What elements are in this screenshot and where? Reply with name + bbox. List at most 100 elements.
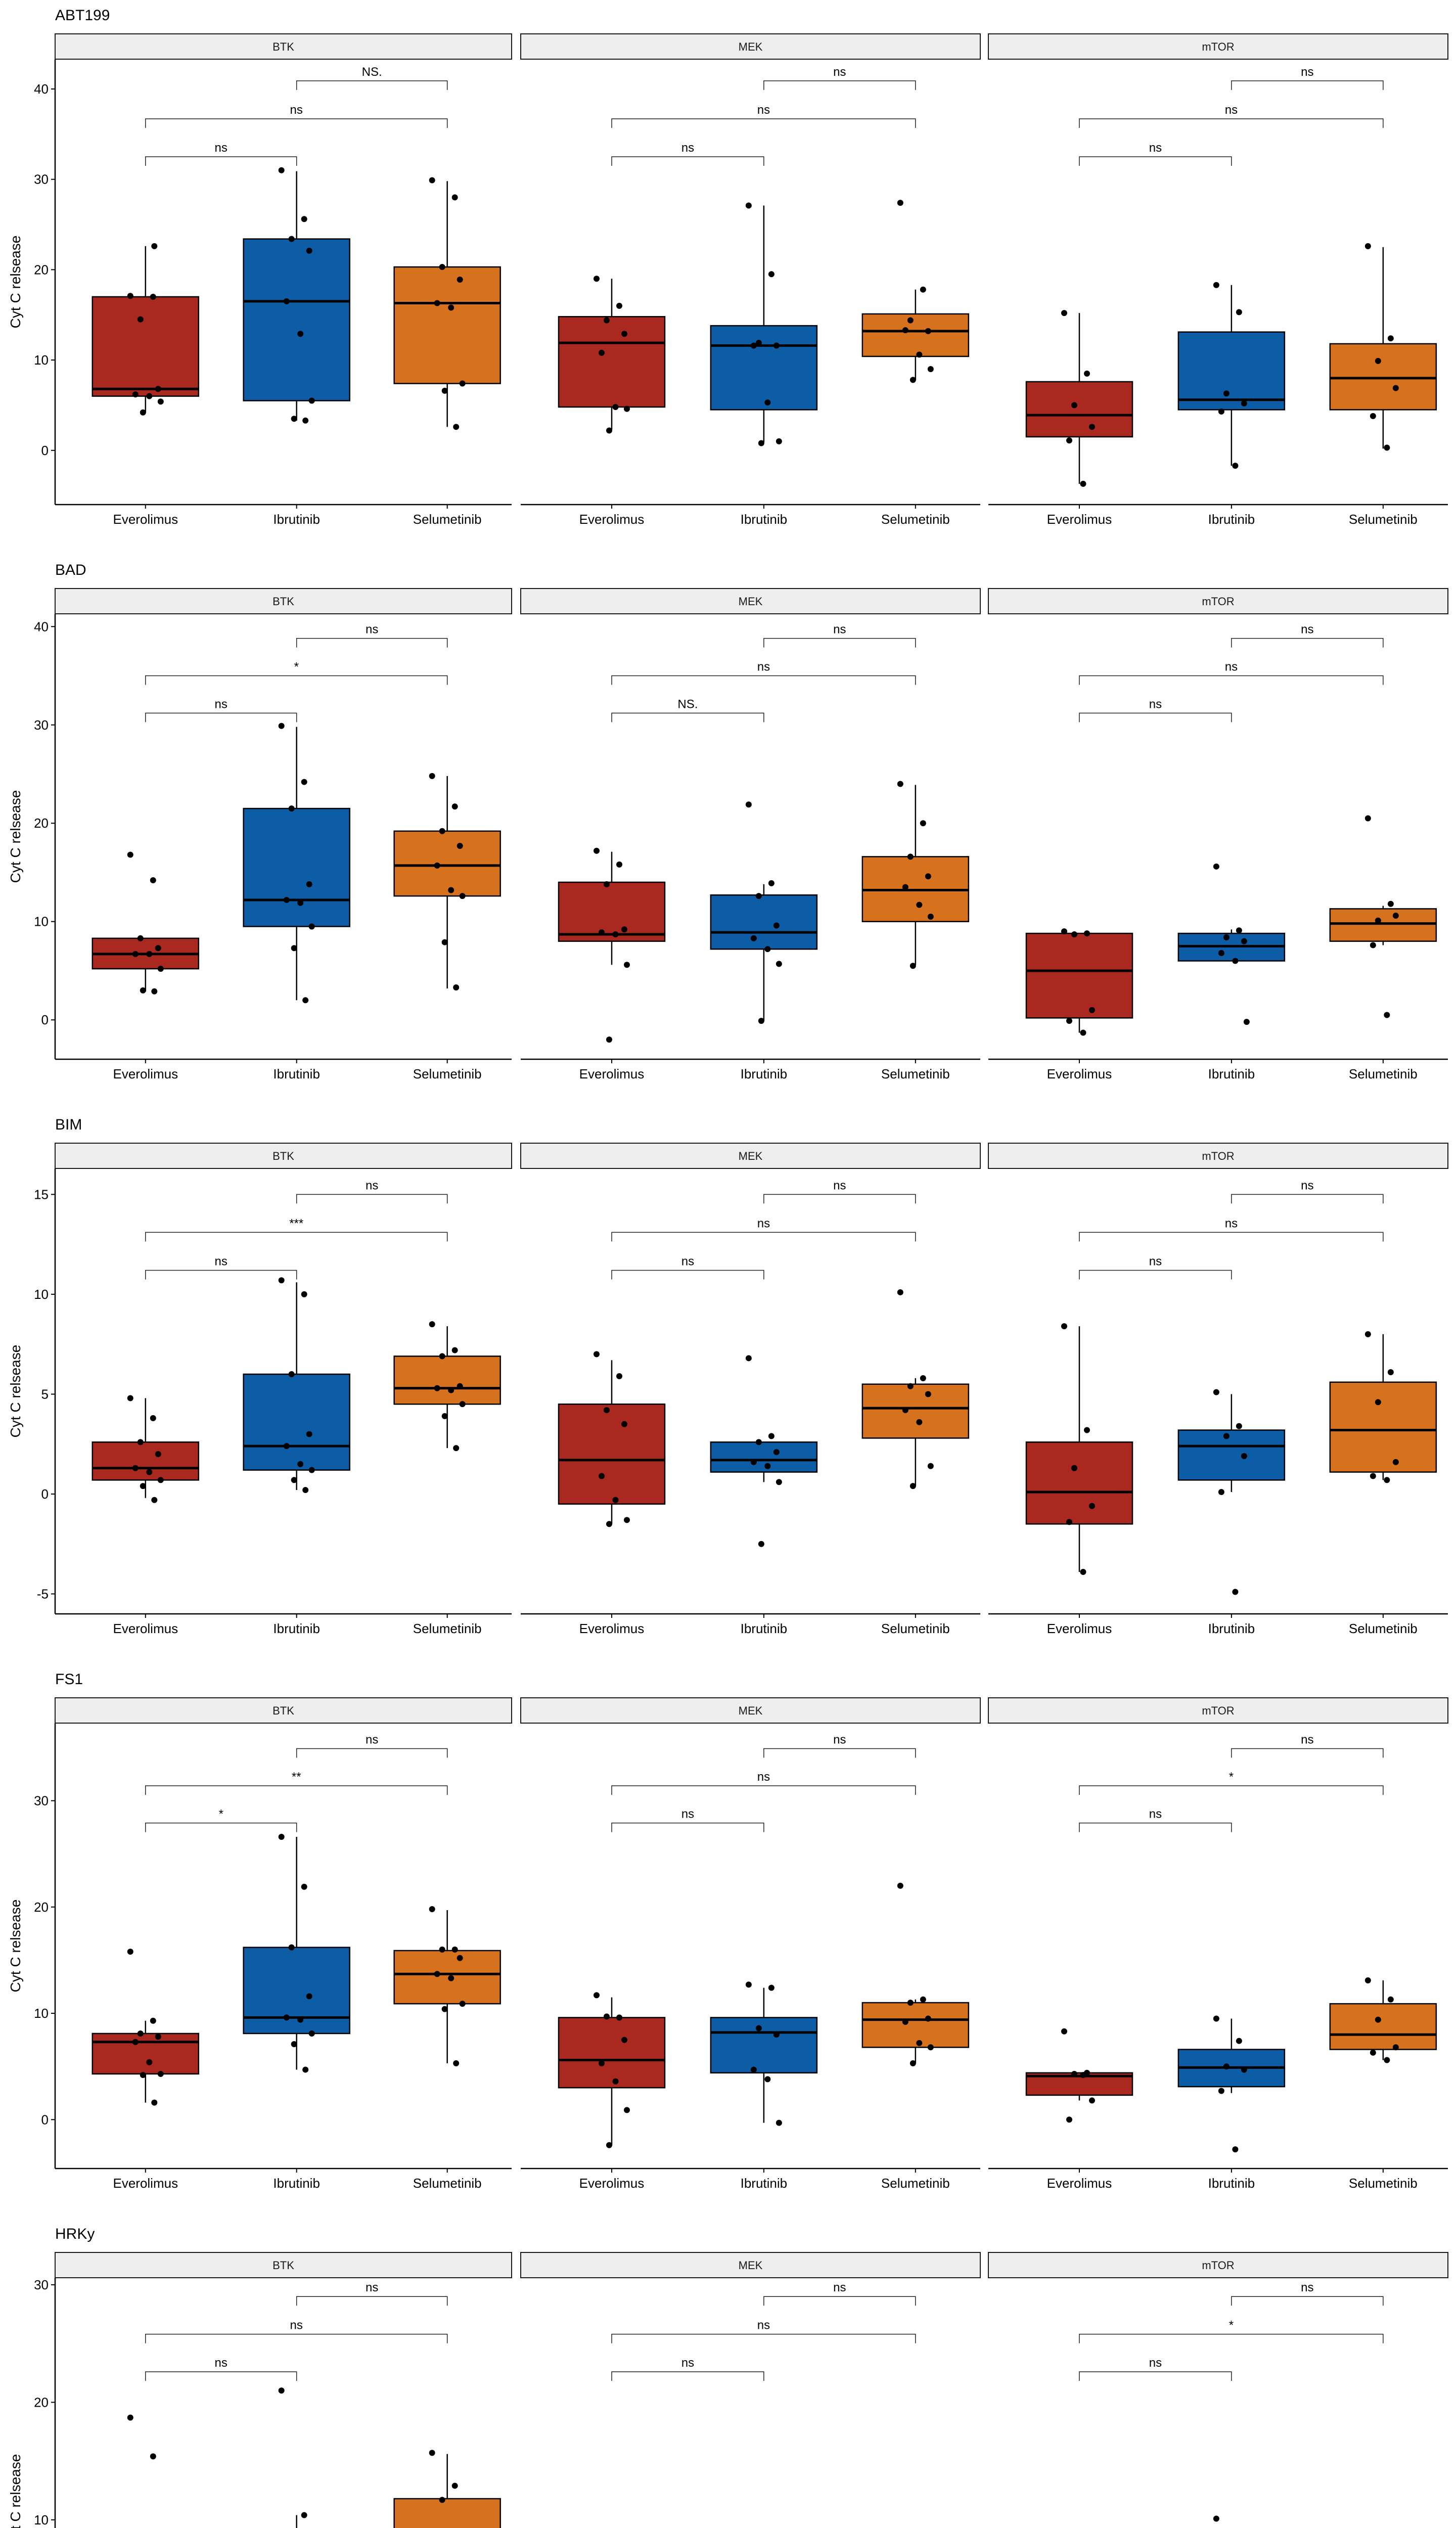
significance-bracket (296, 80, 448, 90)
box-selumetinib (393, 2450, 501, 2528)
significance-label: ns (290, 2319, 303, 2332)
data-point (902, 2018, 908, 2025)
box-iqr (92, 2033, 200, 2075)
data-point (1364, 815, 1371, 822)
data-point (291, 2041, 297, 2047)
data-point (745, 801, 752, 808)
facet-strip-label: BTK (272, 40, 294, 53)
data-point (157, 2070, 164, 2077)
data-point (1066, 1519, 1072, 1525)
box-iqr (92, 296, 200, 397)
y-tick-label: 20 (34, 262, 49, 277)
data-point (434, 300, 440, 306)
x-tick-label: Selumetinib (413, 1066, 482, 1081)
y-axis-title: Cyt C relsease (8, 1345, 23, 1438)
x-tick-label: Everolimus (1047, 1066, 1112, 1081)
data-point (1236, 1423, 1242, 1429)
x-tick-label: Selumetinib (1349, 2176, 1418, 2191)
significance-label: ns (757, 2319, 770, 2332)
data-point (1392, 2044, 1399, 2051)
x-tick-label: Everolimus (113, 1066, 178, 1081)
data-point (1088, 1503, 1095, 1509)
y-tick-label: 40 (34, 81, 49, 97)
data-point (288, 236, 295, 242)
data-point (146, 951, 153, 957)
data-point (1232, 463, 1239, 469)
significance-label: NS. (362, 65, 382, 79)
box-everolimus (558, 847, 666, 1043)
significance-bracket (296, 1194, 448, 1204)
x-tick-label: Selumetinib (413, 2176, 482, 2191)
x-tick-label: Ibrutinib (273, 1066, 320, 1081)
box-ibrutinib (1177, 1389, 1286, 1595)
x-tick-label: Everolimus (579, 1066, 645, 1081)
data-point (1375, 357, 1381, 364)
box-everolimus (92, 1395, 200, 1503)
significance-bracket (1231, 2296, 1384, 2306)
data-point (1392, 913, 1399, 919)
data-point (927, 366, 934, 372)
box-ibrutinib (243, 167, 350, 424)
box-iqr (393, 1950, 501, 2005)
box-selumetinib (1329, 243, 1437, 451)
data-point (776, 438, 782, 444)
box-everolimus (1025, 1323, 1133, 1575)
data-point (434, 1385, 440, 1391)
x-tick-label: Everolimus (1047, 2176, 1112, 2191)
significance-bracket (1079, 1822, 1232, 1832)
data-point (302, 417, 309, 424)
data-point (909, 963, 916, 969)
facet-strip-label: mTOR (1202, 2259, 1234, 2272)
facet-panel-mek: MEK Everolimus Ibrutinib Selumetinib NS. ns ns (520, 588, 981, 1081)
data-point (1071, 2070, 1077, 2077)
data-point (297, 1461, 304, 1467)
significance-bracket (1079, 2371, 1232, 2381)
data-point (448, 1387, 454, 1393)
significance-label: ns (757, 1216, 770, 1230)
data-point (920, 1996, 926, 2003)
data-point (127, 1949, 133, 1955)
data-point (1088, 1007, 1095, 1013)
box-ibrutinib (710, 1981, 818, 2126)
box-iqr (243, 807, 350, 927)
significance-label: ns (1149, 697, 1162, 711)
y-tick-label: 0 (41, 443, 49, 458)
significance-bracket (611, 1232, 916, 1242)
significance-label: ns (833, 65, 846, 79)
box-iqr (1025, 381, 1133, 438)
data-point (288, 1944, 295, 1951)
data-point (448, 887, 454, 893)
significance-label: ns (1301, 1179, 1313, 1192)
data-point (927, 1463, 934, 1469)
data-point (441, 1413, 448, 1419)
x-tick-label: Everolimus (113, 2176, 178, 2191)
data-point (925, 873, 931, 880)
box-selumetinib (861, 1289, 970, 1489)
data-point (146, 2059, 153, 2065)
data-point (1223, 934, 1230, 940)
data-point (137, 316, 144, 323)
y-tick-label: 10 (34, 1287, 49, 1302)
data-point (457, 1955, 463, 1961)
data-point (283, 2014, 290, 2021)
data-point (768, 1984, 775, 1991)
facet-panel-btk: BTK Everolimus Ibrutinib Selumetinib ns ns NS. (55, 33, 512, 527)
data-point (146, 393, 153, 399)
data-point (448, 304, 454, 311)
data-point (155, 945, 161, 952)
significance-label: ns (366, 623, 378, 637)
box-ibrutinib (243, 1833, 350, 2073)
x-tick-label: Ibrutinib (273, 1621, 320, 1636)
data-point (920, 820, 926, 827)
data-point (907, 317, 914, 324)
data-point (137, 2030, 144, 2037)
data-point (157, 398, 164, 405)
data-point (1375, 1399, 1381, 1406)
significance-label: ns (833, 2281, 846, 2294)
data-point (593, 1992, 600, 1999)
box-iqr (243, 238, 350, 401)
